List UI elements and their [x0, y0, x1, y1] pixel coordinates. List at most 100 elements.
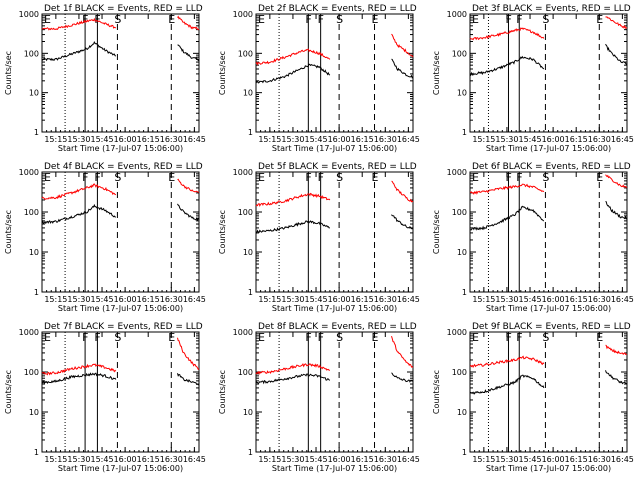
y-tick-label: 1000 [19, 328, 39, 337]
marker-label-f: F [505, 171, 511, 184]
x-tick-label: 16:15 [351, 135, 374, 144]
x-axis-label: Start Time (17-Jul-07 15:06:00) [58, 304, 183, 313]
marker-label-s: S [114, 13, 121, 26]
x-tick-label: 16:45 [397, 455, 420, 464]
x-tick-label: 16:00 [328, 135, 351, 144]
x-tick-label: 16:30 [374, 455, 397, 464]
x-tick-label: 16:30 [588, 135, 611, 144]
x-tick-label: 16:30 [160, 295, 183, 304]
marker-label-f: F [305, 331, 311, 344]
x-tick-label: 16:45 [611, 295, 634, 304]
y-tick-label: 1 [34, 448, 39, 457]
detector-panel-3: Det 3f BLACK = Events, RED = LLD 1 10 100 10… [432, 4, 634, 153]
x-axis-label: Start Time (17-Jul-07 15:06:00) [486, 304, 611, 313]
plot-frame [469, 331, 628, 453]
series-line-lld [469, 174, 628, 195]
marker-label-s: S [336, 331, 343, 344]
marker-label-e: E [596, 331, 603, 344]
x-tick-label: 16:45 [611, 135, 634, 144]
series-line-lld [255, 180, 414, 207]
series-line-events [469, 370, 628, 395]
x-tick-label: 16:45 [397, 135, 420, 144]
detector-panel-9: Det 9f BLACK = Events, RED = LLD 1 10 100 10… [432, 322, 634, 473]
x-tick-label: 16:45 [183, 295, 206, 304]
x-tick-label: 16:15 [137, 135, 160, 144]
panel-title: Det 8f BLACK = Events, RED = LLD [258, 322, 417, 332]
x-tick-label: 15:15 [44, 135, 67, 144]
x-tick-label: 15:30 [281, 455, 304, 464]
marker-label-s: S [542, 331, 549, 344]
detector-panel-2: Det 2f BLACK = Events, RED = LLD 1 10 100 10… [218, 4, 420, 153]
x-tick-label: 16:45 [183, 135, 206, 144]
y-tick-label: 100 [238, 368, 253, 377]
detector-panel-1: Det 1f BLACK = Events, RED = LLD 1 10 100 10… [4, 4, 206, 153]
x-tick-label: 16:00 [542, 455, 565, 464]
marker-label-e: E [44, 171, 51, 184]
x-tick-label: 15:15 [44, 295, 67, 304]
series-line-events [255, 214, 414, 234]
marker-label-e: E [258, 171, 265, 184]
marker-label-e: E [472, 331, 479, 344]
series-line-events [41, 40, 200, 62]
series-line-events [469, 43, 628, 77]
y-tick-label: 10 [29, 89, 39, 98]
y-axis-label: Counts/sec [432, 210, 441, 254]
x-tick-label: 15:45 [90, 295, 113, 304]
x-tick-label: 15:30 [281, 295, 304, 304]
marker-label-e: E [44, 13, 51, 26]
x-axis-label: Start Time (17-Jul-07 15:06:00) [58, 144, 183, 153]
marker-label-e: E [168, 331, 175, 344]
y-tick-label: 10 [457, 89, 467, 98]
y-tick-label: 1000 [447, 168, 467, 177]
marker-label-e: E [596, 13, 603, 26]
x-tick-label: 15:15 [472, 135, 495, 144]
series-line-events [469, 201, 628, 231]
y-tick-label: 1000 [233, 168, 253, 177]
marker-label-e: E [258, 331, 265, 344]
panel-title: Det 5f BLACK = Events, RED = LLD [258, 162, 417, 172]
x-tick-label: 15:30 [67, 295, 90, 304]
series-line-lld [255, 335, 414, 375]
x-tick-label: 15:45 [90, 455, 113, 464]
y-tick-label: 10 [243, 89, 253, 98]
series-line-events [41, 372, 200, 386]
series-line-events [255, 372, 414, 385]
marker-label-f: F [82, 171, 88, 184]
y-tick-label: 1 [248, 448, 253, 457]
plot-frame [469, 13, 628, 133]
x-tick-label: 15:30 [495, 135, 518, 144]
marker-label-f: F [516, 171, 522, 184]
y-axis-label: Counts/sec [218, 210, 227, 254]
x-tick-label: 16:15 [137, 295, 160, 304]
marker-label-e: E [168, 171, 175, 184]
x-tick-label: 15:45 [304, 455, 327, 464]
y-tick-label: 1000 [233, 10, 253, 19]
y-axis-label: Counts/sec [4, 370, 13, 414]
series-line-lld [41, 178, 200, 200]
y-tick-label: 100 [238, 208, 253, 217]
x-axis-label: Start Time (17-Jul-07 15:06:00) [272, 464, 397, 473]
x-tick-label: 15:30 [67, 455, 90, 464]
y-tick-label: 1000 [19, 168, 39, 177]
y-tick-label: 1 [462, 448, 467, 457]
x-tick-label: 15:15 [258, 135, 281, 144]
y-axis-label: Counts/sec [218, 51, 227, 95]
x-tick-label: 15:45 [304, 135, 327, 144]
marker-label-f: F [318, 171, 324, 184]
x-tick-label: 16:45 [611, 455, 634, 464]
y-tick-label: 1000 [447, 10, 467, 19]
x-tick-label: 16:45 [397, 295, 420, 304]
x-tick-label: 15:15 [44, 455, 67, 464]
series-line-lld [41, 15, 200, 31]
x-tick-label: 15:15 [472, 455, 495, 464]
marker-label-f: F [82, 13, 88, 26]
y-tick-label: 10 [29, 408, 39, 417]
y-axis-label: Counts/sec [432, 51, 441, 95]
x-tick-label: 15:15 [258, 295, 281, 304]
y-axis-label: Counts/sec [218, 370, 227, 414]
detector-panel-6: Det 6f BLACK = Events, RED = LLD 1 10 100 10… [432, 162, 634, 313]
marker-label-e: E [472, 171, 479, 184]
marker-label-f: F [516, 13, 522, 26]
y-tick-label: 100 [24, 49, 39, 58]
